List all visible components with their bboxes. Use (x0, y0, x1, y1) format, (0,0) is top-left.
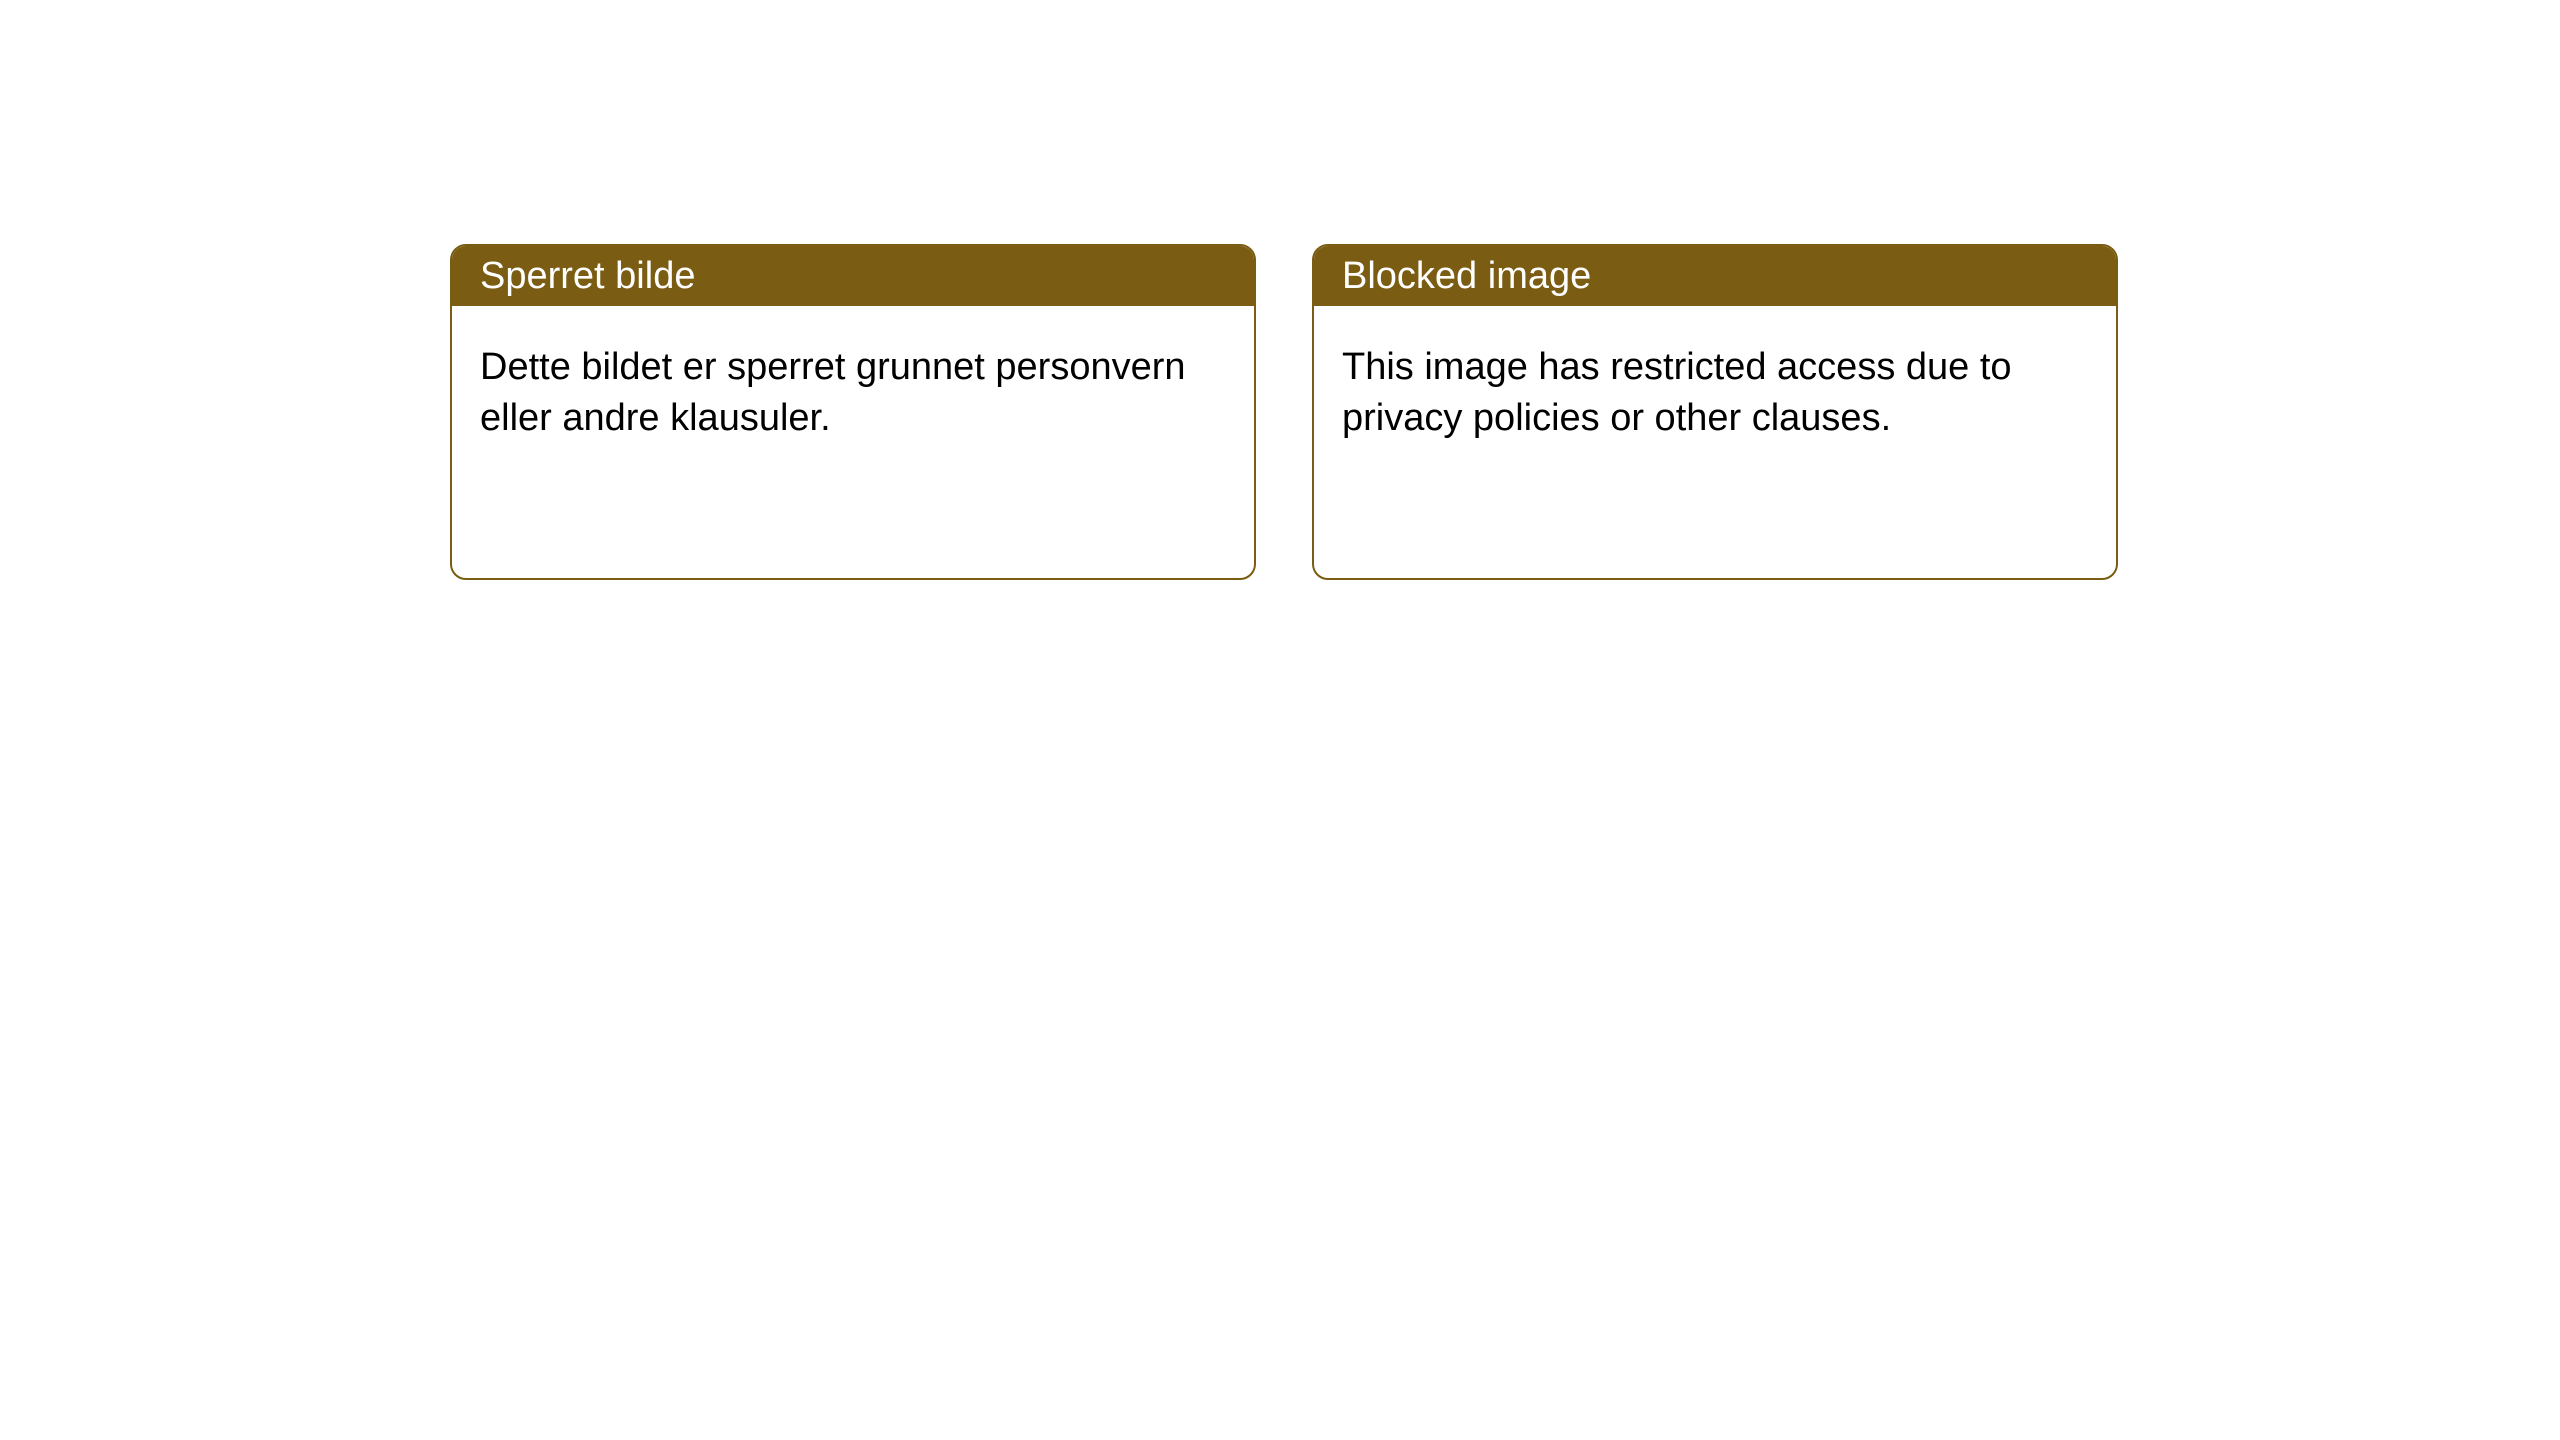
card-title-english: Blocked image (1342, 255, 1591, 298)
card-norwegian: Sperret bilde Dette bildet er sperret gr… (450, 244, 1256, 580)
card-body-english: This image has restricted access due to … (1314, 306, 2116, 481)
card-title-norwegian: Sperret bilde (480, 255, 695, 298)
card-body-norwegian: Dette bildet er sperret grunnet personve… (452, 306, 1254, 481)
card-text-english: This image has restricted access due to … (1342, 346, 2012, 439)
card-header-norwegian: Sperret bilde (452, 246, 1254, 306)
card-english: Blocked image This image has restricted … (1312, 244, 2118, 580)
card-header-english: Blocked image (1314, 246, 2116, 306)
cards-container: Sperret bilde Dette bildet er sperret gr… (450, 244, 2118, 580)
card-text-norwegian: Dette bildet er sperret grunnet personve… (480, 346, 1186, 439)
